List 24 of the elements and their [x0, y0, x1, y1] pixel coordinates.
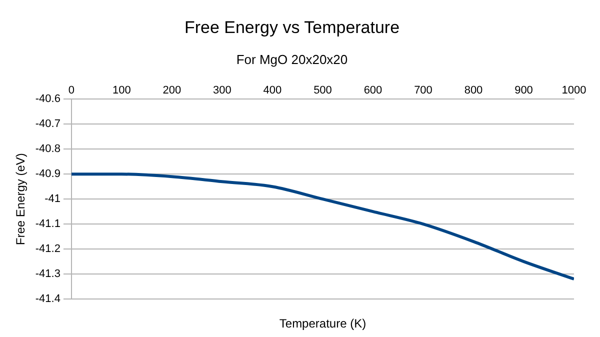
y-tick-label: -41.2	[35, 243, 60, 256]
y-tick-label: -41.1	[35, 218, 60, 230]
y-tick-label: -40.8	[35, 143, 60, 156]
x-tick-label: 0	[68, 84, 75, 97]
x-tick-label: 100	[112, 84, 131, 97]
y-tick-label: -40.9	[35, 168, 60, 180]
y-axis-title: Free Energy (eV)	[14, 153, 28, 246]
x-tick-label: 500	[314, 84, 332, 97]
y-tick-label: -40.6	[35, 93, 60, 106]
y-tick-label: -40.7	[35, 118, 60, 130]
y-tick-label: -41	[44, 193, 60, 206]
y-tick-label: -41.3	[35, 268, 60, 280]
x-tick-label: 600	[364, 84, 382, 97]
x-axis-title: Temperature (K)	[279, 316, 366, 330]
x-tick-label: 400	[263, 84, 282, 97]
x-tick-label: 900	[514, 84, 533, 97]
x-tick-label: 800	[464, 84, 483, 97]
x-tick-label: 1000	[562, 84, 586, 97]
y-tick-label: -41.4	[35, 293, 60, 306]
x-tick-label: 700	[414, 84, 432, 97]
x-tick-label: 300	[213, 84, 232, 97]
x-tick-label: 200	[162, 84, 182, 97]
chart-title: Free Energy vs Temperature	[184, 18, 400, 37]
chart-subtitle: For MgO 20x20x20	[236, 52, 348, 67]
